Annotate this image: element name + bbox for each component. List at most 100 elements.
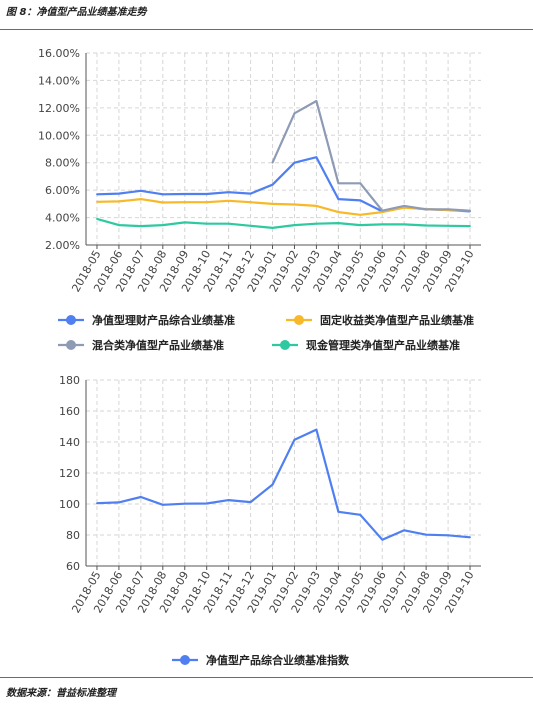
legend-label: 混合类净值型产品业绩基准 <box>92 338 224 352</box>
data-point <box>205 201 208 204</box>
data-point <box>161 201 164 204</box>
data-point <box>139 198 142 200</box>
y-tick-label: 8.00% <box>45 157 80 170</box>
data-point <box>139 225 142 227</box>
data-point <box>403 205 406 207</box>
data-point <box>139 496 142 498</box>
data-point <box>359 213 362 216</box>
y-tick-label: 160 <box>59 405 80 418</box>
data-point <box>271 483 274 486</box>
data-point <box>161 224 164 227</box>
legend-marker <box>294 315 304 325</box>
y-tick-label: 12.00% <box>38 102 80 115</box>
series-line <box>96 428 471 541</box>
data-point <box>403 223 406 226</box>
legend-marker <box>280 340 290 350</box>
header-divider <box>0 29 533 30</box>
source-note: 数据来源：普益标准整理 <box>6 688 116 699</box>
legend-marker <box>66 340 76 350</box>
data-point <box>183 201 186 204</box>
data-point <box>205 193 208 195</box>
y-tick-label: 140 <box>59 436 80 449</box>
data-point <box>249 192 252 195</box>
data-point <box>139 189 142 192</box>
legend-item[interactable]: 现金管理类净值型产品业绩基准 <box>272 338 460 352</box>
data-point <box>227 499 230 502</box>
y-tick-label: 6.00% <box>45 184 80 197</box>
data-point <box>271 161 274 164</box>
data-point <box>227 191 230 194</box>
y-tick-label: 10.00% <box>38 129 80 142</box>
data-point <box>315 156 318 159</box>
data-point <box>271 226 274 229</box>
data-point <box>161 503 164 506</box>
y-tick-label: 14.00% <box>38 74 80 87</box>
y-tick-label: 16.00% <box>38 47 80 60</box>
data-point <box>469 209 471 212</box>
data-point <box>96 502 98 505</box>
data-point <box>359 513 362 516</box>
series-line <box>271 99 471 212</box>
data-point <box>359 199 362 202</box>
data-point <box>337 510 340 513</box>
data-point <box>293 224 296 227</box>
data-point <box>293 203 296 206</box>
legend-marker <box>180 655 190 665</box>
y-tick-label: 60 <box>66 560 80 573</box>
data-point <box>227 222 230 225</box>
chart-top: 16.00% 14.00% 12.00% 10.00% 8.00% 6.00% 4.00% 2… <box>38 47 481 352</box>
legend-item[interactable]: 净值型产品综合业绩基准指数 <box>172 653 350 667</box>
data-point <box>96 200 98 203</box>
data-point <box>469 225 471 227</box>
data-point <box>293 161 296 164</box>
data-point <box>249 224 252 227</box>
data-point <box>96 193 98 196</box>
series-line <box>96 198 471 216</box>
data-point <box>359 182 362 185</box>
legend-marker <box>66 315 76 325</box>
data-point <box>447 224 449 227</box>
data-point <box>447 208 449 211</box>
data-point <box>315 222 318 225</box>
data-point <box>425 533 428 536</box>
y-tick-label: 4.00% <box>45 212 80 225</box>
data-point <box>403 529 406 532</box>
data-point <box>118 200 120 203</box>
legend-label: 净值型理财产品综合业绩基准 <box>92 313 235 327</box>
data-point <box>315 428 318 431</box>
data-point <box>249 501 252 504</box>
footer-divider <box>0 677 533 678</box>
data-point <box>161 193 164 196</box>
legend-item[interactable]: 混合类净值型产品业绩基准 <box>58 338 224 352</box>
data-point <box>118 501 120 504</box>
data-point <box>293 438 296 441</box>
data-point <box>337 182 340 185</box>
data-point <box>337 222 340 224</box>
data-point <box>337 198 340 200</box>
data-point <box>205 502 208 505</box>
data-point <box>381 538 384 541</box>
data-point <box>447 534 449 537</box>
data-point <box>205 222 208 225</box>
y-tick-label: 120 <box>59 467 80 480</box>
legend-item[interactable]: 净值型理财产品综合业绩基准 <box>58 313 235 327</box>
data-point <box>425 208 428 211</box>
data-point <box>271 202 274 205</box>
legend-label: 现金管理类净值型产品业绩基准 <box>306 338 460 352</box>
data-point <box>425 224 428 227</box>
y-tick-label: 180 <box>59 374 80 387</box>
data-point <box>469 536 471 539</box>
chart-bottom: 18016014012010080602018-052018-062018-07… <box>59 374 481 667</box>
legend-item[interactable]: 固定收益类净值型产品业绩基准 <box>286 313 474 327</box>
data-point <box>183 502 186 505</box>
data-point <box>183 221 186 224</box>
data-point <box>118 192 120 195</box>
data-point <box>183 193 186 195</box>
data-point <box>359 224 362 227</box>
data-point <box>315 205 318 207</box>
data-point <box>403 206 406 209</box>
y-tick-label: 100 <box>59 498 80 511</box>
data-point <box>271 183 274 186</box>
data-point <box>381 223 384 226</box>
data-point <box>227 199 230 202</box>
